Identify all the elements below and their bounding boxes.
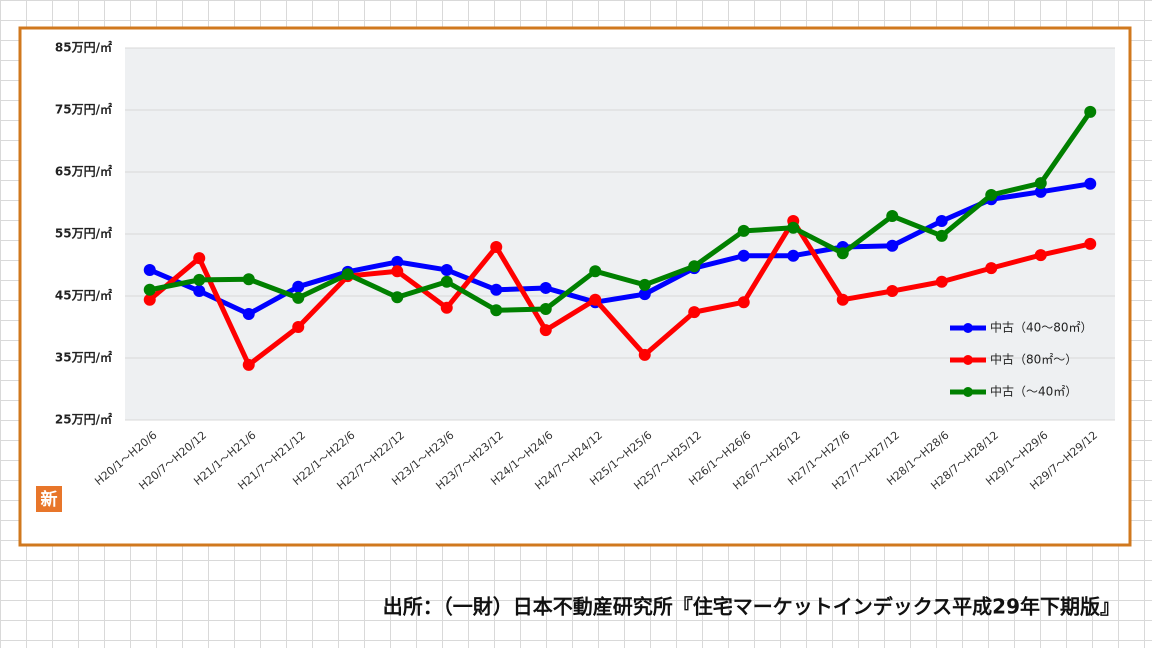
point (539, 281, 552, 294)
legend-marker (963, 355, 973, 365)
point (440, 275, 453, 288)
point (935, 275, 948, 288)
point (391, 265, 404, 278)
point (292, 291, 305, 304)
legend-marker (963, 323, 973, 333)
point (341, 268, 354, 281)
y-tick-label: 65万円/㎡ (55, 164, 112, 179)
point (836, 293, 849, 306)
point (737, 249, 750, 262)
legend-label: 中古（80㎡～） (990, 352, 1077, 367)
point (143, 263, 156, 276)
badge-box (36, 486, 62, 512)
point (193, 252, 206, 265)
y-tick-label: 35万円/㎡ (55, 350, 112, 365)
point (143, 293, 156, 306)
point (935, 229, 948, 242)
point (638, 278, 651, 291)
legend-label: 中古（～40㎡） (990, 384, 1077, 399)
point (391, 291, 404, 304)
point (193, 273, 206, 286)
point (242, 273, 255, 286)
point (539, 303, 552, 316)
point (490, 283, 503, 296)
legend-label: 中古（40～80㎡） (990, 320, 1093, 335)
point (886, 285, 899, 298)
point (391, 255, 404, 268)
legend-marker (963, 387, 973, 397)
point (1084, 105, 1097, 118)
point (589, 265, 602, 278)
point (242, 358, 255, 371)
series-line (148, 181, 1091, 317)
y-tick-label: 25万円/㎡ (55, 412, 112, 427)
point (737, 224, 750, 237)
y-tick-label: 55万円/㎡ (55, 226, 112, 241)
point (242, 307, 255, 320)
source: 出所：（一財）日本不動産研究所『住宅マーケットインデックス平成29年下期版』 (383, 595, 1120, 619)
point (440, 301, 453, 314)
y-tick-label: 75万円/㎡ (55, 102, 112, 117)
point (193, 285, 206, 298)
point (539, 324, 552, 337)
point (688, 260, 701, 273)
point (886, 239, 899, 252)
point (787, 221, 800, 234)
point (935, 214, 948, 227)
point (143, 283, 156, 296)
point (836, 247, 849, 260)
point (1034, 177, 1047, 190)
y-tick-label: 85万円/㎡ (55, 40, 112, 55)
point (985, 188, 998, 201)
point (490, 241, 503, 254)
point (292, 280, 305, 293)
point (490, 304, 503, 317)
point (886, 210, 899, 223)
point (440, 263, 453, 276)
point (1084, 177, 1097, 190)
point (787, 249, 800, 262)
series-line (148, 218, 1091, 368)
point (1034, 185, 1047, 198)
point (292, 321, 305, 333)
point (638, 288, 651, 301)
point (638, 348, 651, 361)
point (737, 296, 750, 309)
series-line (149, 110, 1093, 313)
point (589, 293, 602, 306)
point (1084, 237, 1097, 250)
point (688, 306, 701, 319)
point (985, 262, 998, 275)
badge: 新 (41, 489, 58, 510)
y-tick-label: 45万円/㎡ (55, 288, 112, 303)
point (1034, 249, 1047, 262)
